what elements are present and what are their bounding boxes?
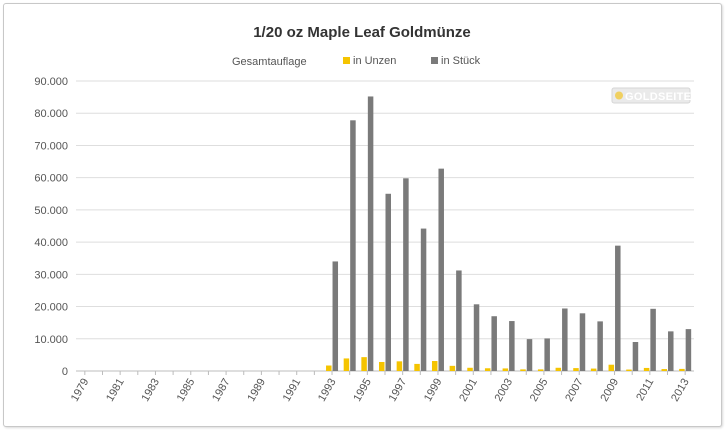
bar-in-unzen-2013 xyxy=(679,368,685,371)
bar-in-unzen-2007 xyxy=(573,368,579,371)
y-tick-label: 80.000 xyxy=(34,108,68,120)
bar-in-stueck-2000 xyxy=(456,270,462,371)
bar-in-stueck-2001 xyxy=(473,304,480,371)
x-tick-label: 2013 xyxy=(669,377,692,404)
bar-in-unzen-2011 xyxy=(643,367,650,371)
bar-in-stueck-2004 xyxy=(526,339,533,371)
watermark-text: GOLDSEITEN.DE xyxy=(625,91,719,103)
bar-in-unzen-2000 xyxy=(449,365,456,371)
watermark-box xyxy=(611,87,691,104)
bar-in-unzen-1999 xyxy=(431,361,438,371)
bar-in-stueck-1993 xyxy=(332,261,339,371)
x-tick-label: 2007 xyxy=(563,377,586,404)
bar-in-unzen-2001 xyxy=(467,367,473,371)
x-tick-label: 2011 xyxy=(634,377,656,403)
x-axis: 1979 1981 1983 1985 1987 1989 1991 1993 1995 1997… xyxy=(69,371,692,404)
bar-in-unzen-2004 xyxy=(520,369,526,371)
bar-in-unzen-2006 xyxy=(555,367,562,371)
gridlines xyxy=(76,80,694,372)
bar-in-unzen-1996 xyxy=(379,361,385,371)
y-tick-label: 90.000 xyxy=(34,76,68,88)
x-tick-label: 1983 xyxy=(139,377,162,404)
legend: Gesamtauflage in Unzen in Stück xyxy=(232,55,481,68)
bar-in-stueck-2005 xyxy=(544,338,550,371)
y-tick-label: 30.000 xyxy=(34,269,68,281)
bar-in-unzen-2003 xyxy=(502,368,509,371)
bar-in-stueck-1995 xyxy=(367,96,374,371)
legend-swatch-in-stueck xyxy=(431,57,438,64)
x-tick-label: 1981 xyxy=(104,377,127,404)
bars xyxy=(326,96,692,371)
legend-label-in-unzen: in Unzen xyxy=(353,55,396,67)
x-tick-label: 1997 xyxy=(387,377,410,404)
bar-in-stueck-2007 xyxy=(579,313,586,371)
bar-in-unzen-1997 xyxy=(396,361,403,371)
bar-in-stueck-2002 xyxy=(491,316,497,371)
bar-in-stueck-2011 xyxy=(650,308,656,371)
y-tick-label: 20.000 xyxy=(34,302,68,314)
bar-in-unzen-2005 xyxy=(537,369,544,371)
bar-in-stueck-2012 xyxy=(668,331,674,371)
y-tick-label: 70.000 xyxy=(34,140,68,152)
bar-in-unzen-1995 xyxy=(361,357,367,371)
y-tick-label: 60.000 xyxy=(34,173,68,185)
bar-in-stueck-2009 xyxy=(615,245,621,371)
bar-in-unzen-2009 xyxy=(608,364,615,371)
x-tick-label: 1979 xyxy=(69,377,92,404)
bar-in-stueck-2013 xyxy=(685,329,692,371)
bar-in-stueck-2010 xyxy=(632,342,639,371)
bar-in-stueck-2006 xyxy=(562,308,568,371)
x-tick-label: 1993 xyxy=(316,377,339,404)
x-tick-label: 1989 xyxy=(245,377,268,404)
x-tick-label: 1985 xyxy=(175,377,198,404)
x-tick-label: 1999 xyxy=(422,377,445,404)
x-tick-label: 1995 xyxy=(351,377,374,404)
y-tick-label: 0 xyxy=(62,366,68,378)
y-tick-label: 50.000 xyxy=(34,205,68,217)
legend-title: Gesamtauflage xyxy=(232,56,307,68)
x-tick-label: 2001 xyxy=(457,377,480,404)
legend-swatch-in-unzen xyxy=(343,57,350,64)
x-tick-label: 2003 xyxy=(493,377,516,404)
bar-in-stueck-1997 xyxy=(403,178,409,371)
y-tick-label: 40.000 xyxy=(34,237,68,249)
bar-in-stueck-1999 xyxy=(438,168,444,371)
x-tick-label: 2009 xyxy=(599,377,622,404)
gold-coin-logo-icon xyxy=(615,91,623,100)
bar-in-stueck-2003 xyxy=(509,321,515,371)
bar-in-stueck-1994 xyxy=(350,120,356,371)
bar-in-unzen-2002 xyxy=(484,368,491,371)
bar-in-unzen-2008 xyxy=(590,368,597,371)
x-tick-label: 1991 xyxy=(281,377,304,404)
y-axis: 0 10.000 20.000 30.000 40.000 50.000 60.000 70.… xyxy=(34,76,68,378)
x-tick-label: 1987 xyxy=(210,377,233,404)
bar-in-unzen-1993 xyxy=(326,365,332,371)
bar-in-unzen-2010 xyxy=(626,369,632,371)
bar-in-stueck-2008 xyxy=(597,321,603,371)
bar-in-unzen-1994 xyxy=(343,358,350,371)
bar-in-stueck-1998 xyxy=(420,228,427,371)
x-tick-label: 2005 xyxy=(528,377,551,404)
bar-in-stueck-1996 xyxy=(385,193,391,371)
chart-title: 1/20 oz Maple Leaf Goldmünze xyxy=(253,24,471,41)
y-tick-label: 10.000 xyxy=(34,334,68,346)
legend-label-in-stueck: in Stück xyxy=(441,55,481,67)
bar-in-unzen-1998 xyxy=(414,363,420,371)
bar-in-unzen-2012 xyxy=(661,369,668,371)
goldseiten-watermark: GOLDSEITEN.DE xyxy=(611,87,719,104)
